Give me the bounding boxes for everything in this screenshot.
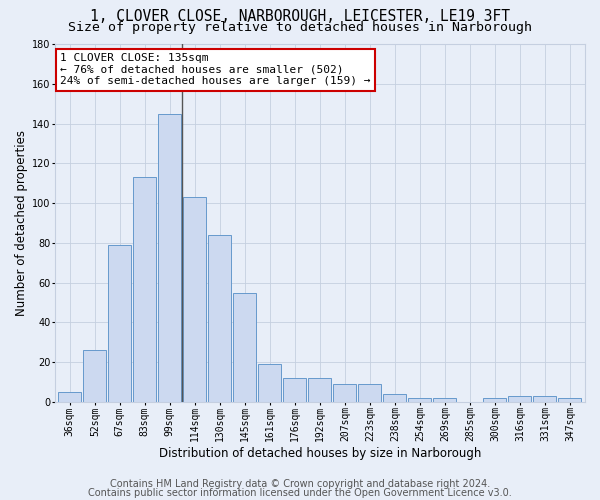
Bar xyxy=(559,398,581,402)
Bar xyxy=(233,292,256,402)
Bar xyxy=(58,392,82,402)
Bar xyxy=(158,114,181,402)
Text: 1, CLOVER CLOSE, NARBOROUGH, LEICESTER, LE19 3FT: 1, CLOVER CLOSE, NARBOROUGH, LEICESTER, … xyxy=(90,9,510,24)
Bar xyxy=(334,384,356,402)
Text: Size of property relative to detached houses in Narborough: Size of property relative to detached ho… xyxy=(68,21,532,34)
X-axis label: Distribution of detached houses by size in Narborough: Distribution of detached houses by size … xyxy=(159,447,481,460)
Bar xyxy=(83,350,106,402)
Bar xyxy=(533,396,556,402)
Bar xyxy=(259,364,281,402)
Text: 1 CLOVER CLOSE: 135sqm
← 76% of detached houses are smaller (502)
24% of semi-de: 1 CLOVER CLOSE: 135sqm ← 76% of detached… xyxy=(60,53,371,86)
Bar xyxy=(383,394,406,402)
Y-axis label: Number of detached properties: Number of detached properties xyxy=(15,130,28,316)
Bar xyxy=(409,398,431,402)
Bar xyxy=(358,384,382,402)
Bar xyxy=(508,396,532,402)
Bar xyxy=(109,245,131,402)
Text: Contains HM Land Registry data © Crown copyright and database right 2024.: Contains HM Land Registry data © Crown c… xyxy=(110,479,490,489)
Bar xyxy=(208,235,232,402)
Bar xyxy=(433,398,457,402)
Bar xyxy=(484,398,506,402)
Bar xyxy=(133,178,157,402)
Text: Contains public sector information licensed under the Open Government Licence v3: Contains public sector information licen… xyxy=(88,488,512,498)
Bar xyxy=(184,197,206,402)
Bar xyxy=(308,378,331,402)
Bar xyxy=(283,378,307,402)
